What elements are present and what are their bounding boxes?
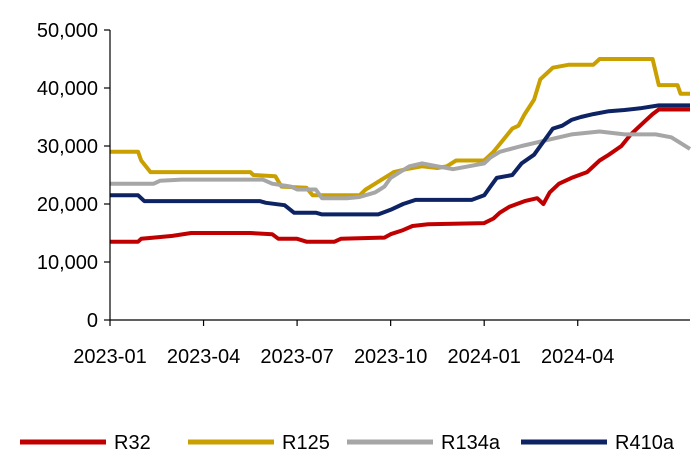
x-axis-ticks: 2023-01 2023-04 2023-07 2023-10 2024-01 2024-… [73,320,614,368]
y-tick-label: 40,000 [37,78,98,100]
y-tick-label: 10,000 [37,252,98,274]
x-tick-label: 2023-04 [167,346,240,368]
x-tick-label: 2023-10 [354,346,427,368]
series-lines [110,57,692,244]
x-tick-label: 2023-01 [73,346,146,368]
legend-label-r32: R32 [114,432,151,454]
series-line-r410a [110,103,690,217]
y-tick-label: 0 [87,310,98,332]
series-line-r32 [110,107,690,244]
y-tick-label: 30,000 [37,136,98,158]
legend-label-r410a: R410a [615,432,675,454]
axes [109,30,690,321]
series-line-r134a [110,129,692,201]
legend-label-r134a: R134a [441,432,501,454]
series-line-r125 [110,57,690,198]
x-tick-label: 2024-01 [447,346,520,368]
y-tick-label: 50,000 [37,20,98,42]
y-axis-ticks: 0 10,000 20,000 30,000 40,000 50,000 [37,20,110,332]
x-tick-label: 2023-07 [260,346,333,368]
legend-label-r125: R125 [282,432,330,454]
x-tick-label: 2024-04 [541,346,614,368]
legend: R32 R125 R134a R410a [20,432,675,454]
y-tick-label: 20,000 [37,194,98,216]
